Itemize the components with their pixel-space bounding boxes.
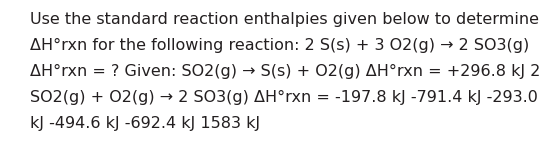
Text: SO2(g) + O2(g) → 2 SO3(g) ΔH°rxn = -197.8 kJ -791.4 kJ -293.0: SO2(g) + O2(g) → 2 SO3(g) ΔH°rxn = -197.…: [30, 90, 538, 105]
Text: ΔH°rxn for the following reaction: 2 S(s) + 3 O2(g) → 2 SO3(g): ΔH°rxn for the following reaction: 2 S(s…: [30, 38, 529, 53]
Text: kJ -494.6 kJ -692.4 kJ 1583 kJ: kJ -494.6 kJ -692.4 kJ 1583 kJ: [30, 116, 260, 131]
Text: Use the standard reaction enthalpies given below to determine: Use the standard reaction enthalpies giv…: [30, 12, 539, 27]
Text: ΔH°rxn = ? Given: SO2(g) → S(s) + O2(g) ΔH°rxn = +296.8 kJ 2: ΔH°rxn = ? Given: SO2(g) → S(s) + O2(g) …: [30, 64, 540, 79]
